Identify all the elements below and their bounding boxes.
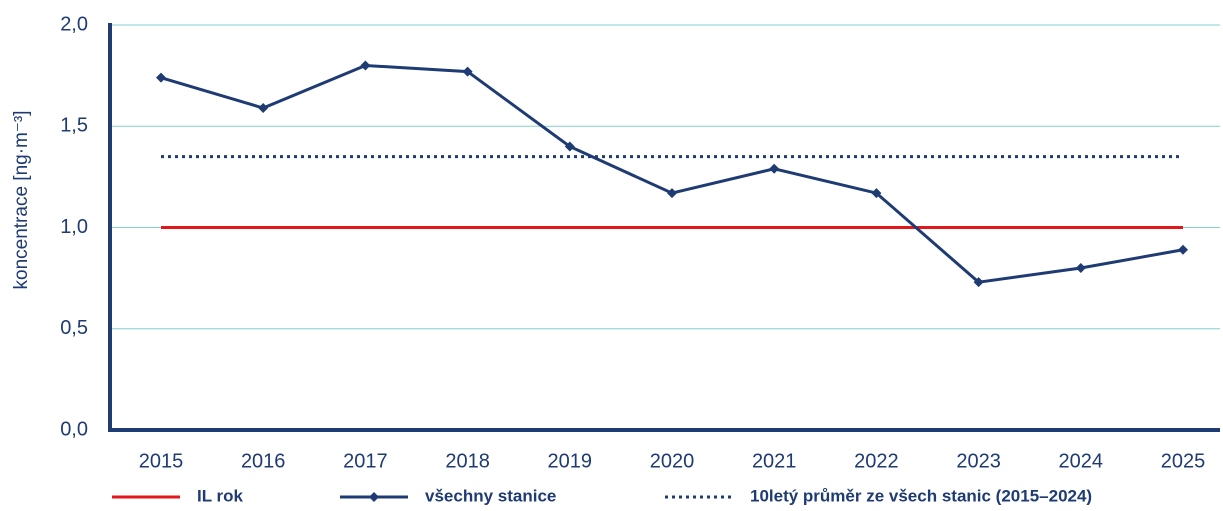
marker	[258, 103, 269, 114]
y-tick-label: 2,0	[60, 13, 88, 35]
x-tick-label: 2022	[854, 450, 899, 472]
legend-marker	[369, 492, 379, 502]
legend-label: IL rok	[197, 486, 244, 505]
y-tick-label: 0,5	[60, 317, 88, 339]
marker	[462, 66, 473, 77]
marker	[1178, 244, 1188, 255]
marker	[156, 72, 166, 83]
x-tick-label: 2020	[650, 450, 695, 472]
marker	[1075, 263, 1086, 273]
x-tick-label: 2021	[752, 450, 797, 472]
x-tick-label: 2024	[1059, 450, 1104, 472]
x-tick-label: 2018	[445, 450, 490, 472]
x-tick-label: 2015	[139, 450, 184, 472]
marker	[564, 141, 575, 152]
marker	[769, 163, 780, 174]
x-tick-label: 2019	[548, 450, 593, 472]
y-tick-label: 1,0	[60, 216, 88, 238]
x-tick-label: 2017	[343, 450, 388, 472]
marker	[360, 60, 371, 71]
x-tick-label: 2016	[241, 450, 286, 472]
marker	[973, 277, 984, 288]
y-axis-label: koncentrace [ng·m⁻³]	[11, 111, 32, 290]
y-tick-label: 1,5	[60, 115, 88, 137]
series-line	[160, 63, 1184, 284]
legend-label: 10letý průměr ze všech stanic (2015–2024…	[750, 486, 1092, 505]
x-tick-label: 2025	[1161, 450, 1206, 472]
y-tick-label: 0,0	[60, 418, 88, 440]
marker	[667, 188, 677, 199]
legend-label: všechny stanice	[425, 486, 556, 505]
x-tick-label: 2023	[956, 450, 1001, 472]
marker	[871, 188, 882, 199]
